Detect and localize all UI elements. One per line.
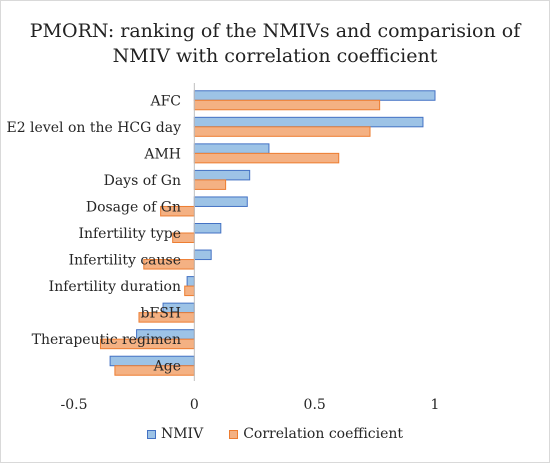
category-label-1: E2 level on the HCG day <box>6 120 181 136</box>
bar-nmiv-1 <box>193 116 424 128</box>
bar-nmiv-3 <box>193 169 251 181</box>
x-tick-label-1: 0 <box>190 397 199 413</box>
bar-correlation-1 <box>193 126 371 137</box>
category-label-6: Infertility cause <box>69 253 181 269</box>
legend-swatch-nmiv <box>146 429 156 439</box>
legend-label-correlation: Correlation coefficient <box>243 426 404 442</box>
category-label-4: Dosage of Gn <box>86 199 181 215</box>
category-label-9: Therapeutic regimen <box>32 332 181 348</box>
bar-correlation-0 <box>193 99 381 111</box>
chart-title: PMORN: ranking of the NMIVs and comparis… <box>1 19 549 69</box>
category-label-2: AMH <box>143 146 181 162</box>
bar-nmiv-5 <box>193 223 222 234</box>
category-label-3: Days of Gn <box>104 173 181 189</box>
bar-nmiv-7 <box>186 276 195 287</box>
bar-nmiv-0 <box>193 90 436 101</box>
legend: NMIV Correlation coefficient <box>1 426 549 442</box>
category-label-10: Age <box>153 359 181 375</box>
bar-correlation-3 <box>193 179 227 190</box>
x-tick-label-3: 1 <box>431 397 440 413</box>
bar-correlation-7 <box>184 285 195 297</box>
chart-title-line-2: NMIV with correlation coefficient <box>112 45 438 67</box>
category-label-5: Infertility type <box>78 226 181 242</box>
legend-swatch-correlation <box>229 429 239 439</box>
category-label-8: bFSH <box>141 306 181 322</box>
bar-nmiv-10 <box>109 355 195 367</box>
legend-label-nmiv: NMIV <box>160 426 204 442</box>
category-label-7: Infertility duration <box>49 279 181 295</box>
bar-nmiv-4 <box>193 196 248 207</box>
legend-item-nmiv: NMIV <box>146 426 204 442</box>
bar-nmiv-6 <box>193 249 212 261</box>
x-tick-label-2: 0.5 <box>304 397 326 413</box>
bar-nmiv-2 <box>193 143 270 154</box>
bar-correlation-2 <box>193 152 340 164</box>
category-label-0: AFC <box>149 93 181 109</box>
legend-item-correlation: Correlation coefficient <box>229 426 403 442</box>
x-tick-label-0: -0.5 <box>61 397 88 413</box>
chart-title-line-1: PMORN: ranking of the NMIVs and comparis… <box>29 20 521 42</box>
